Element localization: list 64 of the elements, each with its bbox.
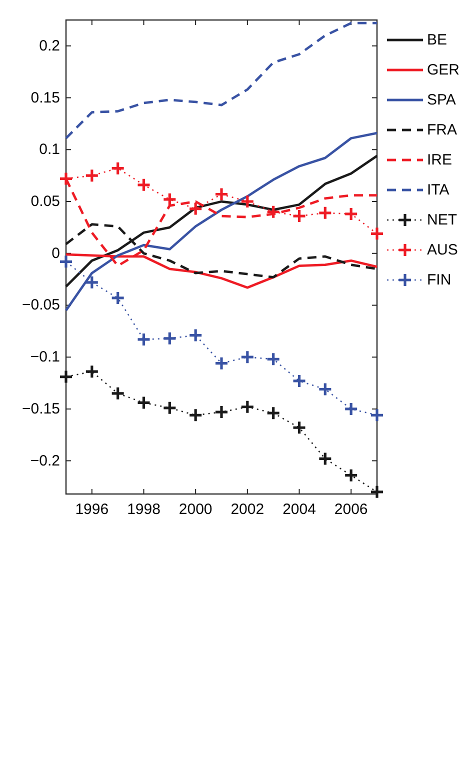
- x-tick-label: 2002: [230, 501, 264, 518]
- x-tick-label: 2004: [282, 501, 316, 518]
- point: [214, 404, 229, 420]
- point: [162, 192, 177, 207]
- point: [240, 350, 255, 364]
- point: [370, 484, 384, 500]
- point: [266, 352, 281, 366]
- x-tick-label: 2006: [334, 501, 368, 518]
- y-tick-label: −0.1: [30, 348, 60, 366]
- point: [84, 364, 100, 379]
- y-tick-label: 0: [52, 244, 60, 262]
- point: [188, 201, 203, 216]
- point: [58, 369, 74, 384]
- point: [110, 290, 126, 306]
- line-series: [64, 22, 378, 140]
- legend-label: BE: [427, 32, 448, 48]
- legend-label: NET: [427, 212, 457, 228]
- point: [318, 382, 332, 397]
- point: [318, 206, 332, 220]
- y-tick-label: −0.05: [22, 296, 60, 314]
- point: [58, 254, 74, 269]
- point: [214, 356, 229, 371]
- point: [188, 408, 203, 422]
- y-tick-label: 0.1: [39, 141, 60, 158]
- point: [240, 400, 255, 414]
- point: [318, 451, 332, 466]
- point: [370, 226, 384, 241]
- point: [344, 206, 358, 222]
- x-tick-label: 1996: [75, 501, 109, 518]
- point: [84, 168, 100, 183]
- point: [344, 468, 358, 483]
- x-tick-label: 1998: [127, 501, 160, 518]
- y-tick-label: 0.2: [39, 37, 60, 54]
- point: [292, 208, 307, 224]
- point: [110, 386, 126, 401]
- legend-label: AUS: [427, 242, 458, 258]
- point: [188, 328, 203, 343]
- point: [84, 275, 100, 290]
- y-tick-label: 0.15: [30, 89, 60, 106]
- x-tick-label: 2000: [178, 501, 212, 518]
- point: [292, 420, 307, 435]
- point: [292, 374, 307, 388]
- y-tick-label: 0.05: [30, 193, 60, 210]
- point: [370, 408, 384, 422]
- y-tick-label: −0.15: [22, 400, 60, 418]
- legend-label: IRE: [427, 152, 452, 168]
- point: [266, 204, 281, 220]
- point: [58, 171, 74, 186]
- y-tick-label: −0.2: [30, 452, 60, 470]
- point: [136, 178, 152, 192]
- legend-label: SPA: [427, 92, 456, 108]
- point: [214, 186, 229, 202]
- point: [240, 194, 255, 209]
- point: [344, 402, 358, 416]
- point: [136, 332, 152, 347]
- point: [162, 331, 177, 346]
- point: [266, 406, 281, 420]
- point: [136, 395, 152, 410]
- legend-label: FRA: [427, 122, 457, 138]
- legend-label: ITA: [427, 182, 450, 198]
- point: [162, 400, 177, 416]
- point: [110, 161, 126, 176]
- legend-label: GER: [427, 62, 460, 78]
- legend-label: FIN: [427, 272, 452, 288]
